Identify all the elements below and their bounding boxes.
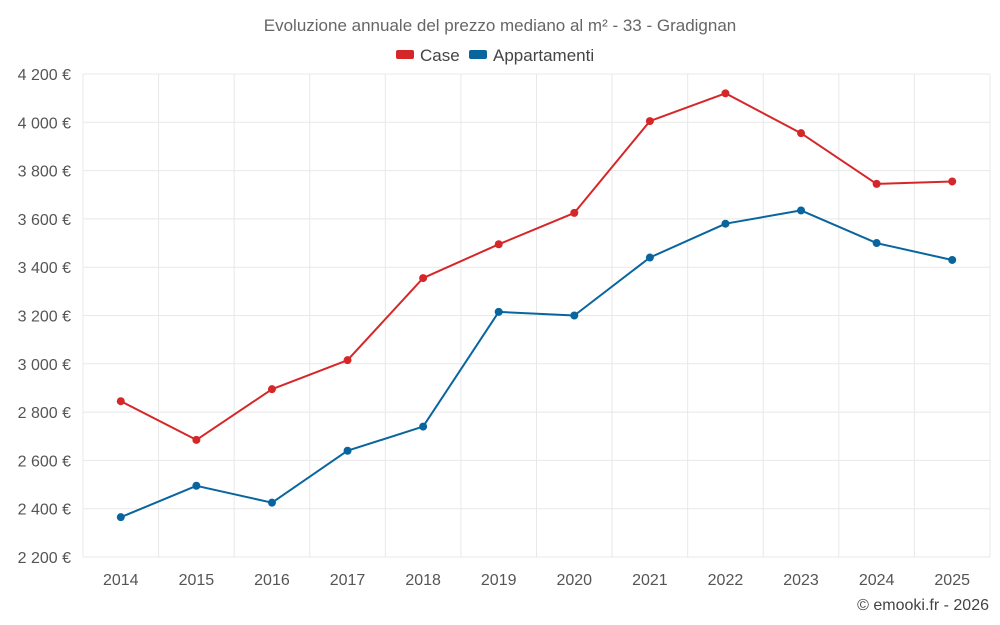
x-axis: 2014 2015 2016 2017 2018 2019 2020 2021 2022 2023… xyxy=(103,572,970,589)
chart-title: Evoluzione annuale del prezzo mediano al… xyxy=(264,16,737,35)
x-tick-label: 2019 xyxy=(481,572,517,589)
data-point[interactable] xyxy=(419,274,428,283)
legend-label: Case xyxy=(420,46,460,65)
y-tick-label: 2 600 € xyxy=(18,453,71,470)
data-point[interactable] xyxy=(797,206,806,215)
y-tick-label: 3 200 € xyxy=(18,309,71,326)
data-point[interactable] xyxy=(645,253,654,262)
data-point[interactable] xyxy=(570,311,579,320)
series-layer xyxy=(116,89,957,522)
legend-swatch xyxy=(469,50,487,59)
data-point[interactable] xyxy=(721,89,730,98)
data-point[interactable] xyxy=(721,219,730,228)
data-point[interactable] xyxy=(192,481,201,490)
x-tick-label: 2015 xyxy=(179,572,215,589)
grid xyxy=(82,73,991,558)
credit-text: © emooki.fr - 2026 xyxy=(857,597,989,614)
y-tick-label: 3 600 € xyxy=(18,212,71,229)
y-tick-label: 3 800 € xyxy=(18,164,71,181)
legend-item-case[interactable]: Case xyxy=(396,46,460,65)
x-tick-label: 2016 xyxy=(254,572,290,589)
x-tick-label: 2023 xyxy=(783,572,819,589)
x-tick-label: 2021 xyxy=(632,572,668,589)
series-appartamenti xyxy=(116,206,957,522)
data-point[interactable] xyxy=(343,446,352,455)
data-point[interactable] xyxy=(267,498,276,507)
x-tick-label: 2025 xyxy=(934,572,970,589)
y-tick-label: 3 400 € xyxy=(18,260,71,277)
data-point[interactable] xyxy=(494,307,503,316)
y-axis: 2 200 € 2 400 € 2 600 € 2 800 € 3 000 € 3 200… xyxy=(18,67,71,567)
data-point[interactable] xyxy=(192,435,201,444)
x-tick-label: 2014 xyxy=(103,572,139,589)
data-point[interactable] xyxy=(419,422,428,431)
data-point[interactable] xyxy=(116,513,125,522)
data-point[interactable] xyxy=(948,177,957,186)
x-tick-label: 2024 xyxy=(859,572,895,589)
x-tick-label: 2020 xyxy=(556,572,592,589)
data-point[interactable] xyxy=(797,129,806,138)
data-point[interactable] xyxy=(570,208,579,217)
data-point[interactable] xyxy=(872,239,881,248)
data-point[interactable] xyxy=(872,179,881,188)
y-tick-label: 2 200 € xyxy=(18,550,71,567)
y-tick-label: 2 800 € xyxy=(18,405,71,422)
series-line xyxy=(120,92,953,441)
y-tick-label: 4 000 € xyxy=(18,115,71,132)
x-tick-label: 2017 xyxy=(330,572,366,589)
data-point[interactable] xyxy=(948,255,957,264)
legend-label: Appartamenti xyxy=(493,46,594,65)
x-tick-label: 2018 xyxy=(405,572,441,589)
series-line xyxy=(120,209,953,519)
data-point[interactable] xyxy=(645,117,654,126)
legend: Case Appartamenti xyxy=(396,46,594,65)
legend-swatch xyxy=(396,50,414,59)
data-point[interactable] xyxy=(343,356,352,365)
y-tick-label: 4 200 € xyxy=(18,67,71,84)
x-tick-label: 2022 xyxy=(708,572,744,589)
y-tick-label: 2 400 € xyxy=(18,502,71,519)
y-tick-label: 3 000 € xyxy=(18,357,71,374)
data-point[interactable] xyxy=(116,397,125,406)
series-case xyxy=(116,89,957,444)
data-point[interactable] xyxy=(267,385,276,394)
legend-item-appartamenti[interactable]: Appartamenti xyxy=(469,46,594,65)
data-point[interactable] xyxy=(494,240,503,249)
